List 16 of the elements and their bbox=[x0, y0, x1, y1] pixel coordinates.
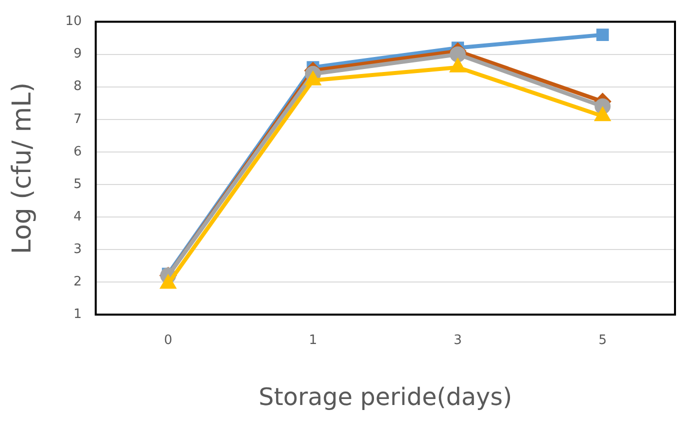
y-tick-label: 9 bbox=[73, 46, 82, 62]
y-tick-label: 3 bbox=[73, 242, 82, 257]
y-tick-label: 6 bbox=[73, 144, 82, 160]
y-axis-title: Log (cfu/ mL) bbox=[7, 82, 38, 254]
x-tick-label: 5 bbox=[598, 332, 607, 348]
y-tick-label: 2 bbox=[73, 274, 82, 290]
y-tick-label: 4 bbox=[73, 209, 82, 224]
x-tick-label: 1 bbox=[308, 332, 318, 348]
y-tick-label: 5 bbox=[73, 176, 82, 192]
y-tick-label: 8 bbox=[73, 79, 82, 94]
x-tick-label: 0 bbox=[164, 332, 172, 348]
x-axis-title: Storage peride(days) bbox=[258, 382, 512, 411]
y-tick-label: 10 bbox=[65, 14, 82, 30]
y-tick-label: 1 bbox=[73, 306, 82, 322]
y-tick-label: 7 bbox=[73, 112, 82, 127]
x-tick-label: 3 bbox=[454, 332, 462, 348]
